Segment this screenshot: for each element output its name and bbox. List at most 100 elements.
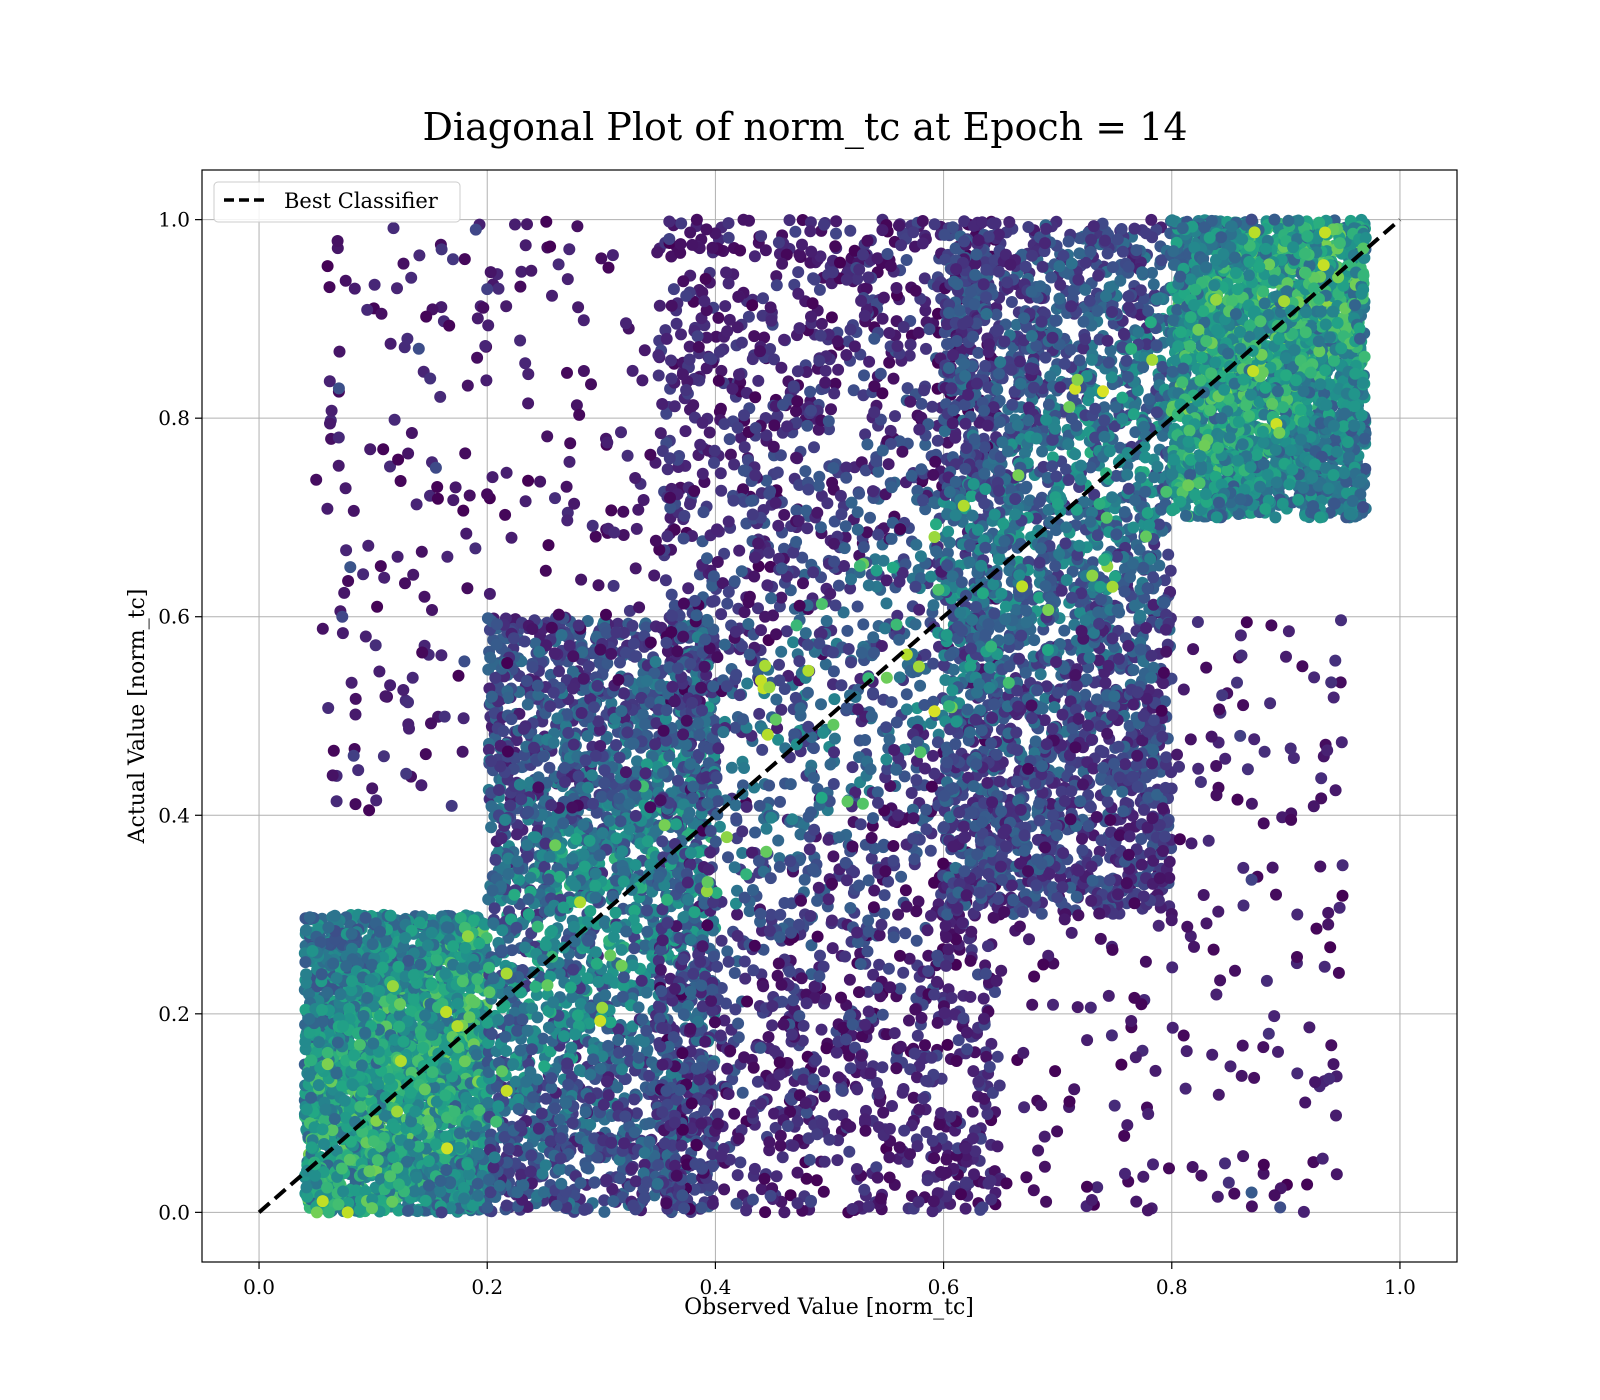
scatter-point [472,1148,485,1161]
scatter-point [305,1054,318,1067]
scatter-point [440,1062,453,1075]
scatter-point [425,926,438,939]
scatter-point [557,817,570,830]
scatter-point [510,828,523,841]
scatter-point [554,1152,567,1165]
scatter-point [403,1138,416,1151]
scatter-point [531,1073,544,1086]
scatter-point [364,973,377,986]
scatter-point [535,1107,548,1120]
scatter-point [393,1020,406,1033]
scatter-point [627,1199,640,1212]
scatter-point [519,941,532,954]
scatter-point [520,675,533,687]
scatter-point [706,1059,719,1072]
scatter-point [422,939,434,952]
scatter-point [590,946,602,959]
scatter-point [539,939,552,952]
scatter-point [593,849,606,862]
scatter-point [337,1185,350,1198]
scatter-point [410,1171,423,1184]
scatter-point [623,823,636,836]
scatter-point [397,1035,410,1048]
scatter-point [567,963,580,976]
scatter-point [626,959,639,972]
scatter-point [407,993,420,1006]
scatter-point [638,1035,650,1048]
scatter-point [399,931,412,944]
scatter-points [298,213,1372,1219]
scatter-point [468,996,481,1009]
scatter-point [366,958,378,971]
scatter-point [394,998,406,1011]
scatter-point [615,1063,628,1076]
scatter-point [372,1078,385,1091]
scatter-point [451,997,464,1010]
scatter-point [463,1168,476,1181]
scatter-point [305,1091,317,1104]
scatter-point [507,1058,520,1071]
scatter-point [580,1161,593,1174]
scatter-point [614,1172,627,1185]
scatter-point [511,1024,524,1037]
scatter-point [579,1106,592,1119]
scatter-point [563,639,576,652]
scatter-point [565,1041,578,1054]
scatter-point [652,1159,665,1171]
scatter-point [521,698,534,711]
scatter-point [574,1177,587,1189]
scatter-point [367,1037,380,1050]
scatter-point [601,1075,613,1088]
scatter-point [440,1164,453,1176]
scatter-point [570,833,583,845]
scatter-point [376,961,389,974]
scatter-point [621,726,634,739]
scatter-point [598,777,611,790]
scatter-point [356,1085,369,1098]
scatter-point [417,1041,430,1054]
scatter-point [300,1181,313,1194]
scatter-point [552,1163,565,1176]
scatter-point [355,1059,368,1072]
scatter-point [321,1181,334,1194]
scatter-point [328,1112,341,1125]
scatter-point [361,991,374,1004]
scatter-point [619,646,632,659]
scatter-point [402,1204,414,1217]
scatter-point [554,1132,567,1145]
scatter-point [332,1198,345,1211]
scatter-point [374,925,386,938]
scatter-point [458,1192,470,1205]
scatter-point [488,1151,501,1164]
scatter-point [581,972,594,985]
scatter-point [630,650,643,663]
scatter-point [371,1154,384,1167]
scatter-point [541,826,554,839]
scatter-point [641,925,654,938]
scatter-point [331,1036,344,1049]
scatter-point [598,764,611,777]
scatter-point [598,1205,611,1218]
scatter-point [300,1103,313,1116]
scatter-point [496,944,509,957]
scatter-point [546,924,559,937]
scatter-point [434,1185,447,1198]
scatter-point [495,832,508,845]
scatter-point [638,1192,651,1205]
scatter-point [639,718,652,731]
scatter-point [392,1178,405,1191]
scatter-point [392,960,405,973]
scatter-point [313,1036,325,1049]
scatter-point [321,1046,334,1059]
scatter-point [578,860,591,873]
scatter-point [343,1002,356,1015]
scatter-point [502,1014,515,1026]
scatter-point [545,816,558,829]
scatter-point [336,1080,348,1093]
scatter-point [472,1189,484,1202]
scatter-point [590,957,603,970]
scatter-point [516,1013,529,1026]
scatter-point [558,1030,570,1043]
scatter-point [434,1174,447,1187]
scatter-point [567,920,580,933]
